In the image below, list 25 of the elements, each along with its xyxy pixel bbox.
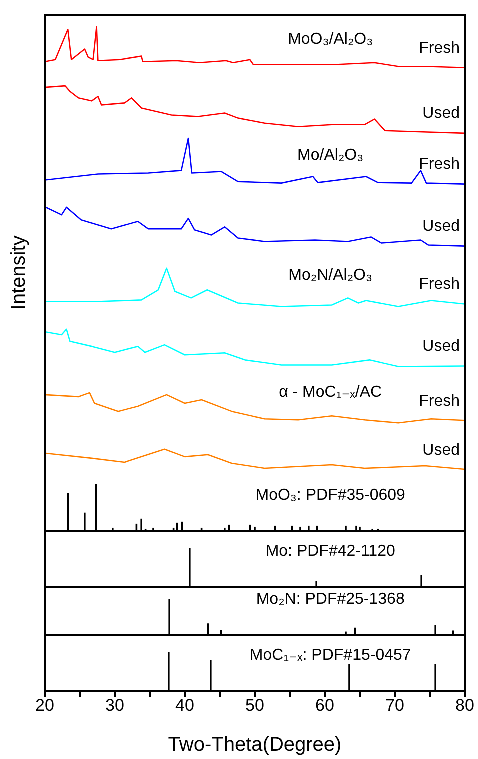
x-tick-label: 70 (386, 696, 404, 716)
annotation: α - MoC₁₋ₓ/AC (279, 382, 382, 403)
series-label: MoC₁₋ₓ: PDF#15-0457 (250, 646, 412, 666)
series-label: Fresh (419, 38, 460, 59)
annotation: MoO₃/Al₂O₃ (288, 30, 374, 50)
series-label: MoO₃: PDF#35-0609 (256, 486, 406, 506)
series-label: Used (422, 337, 460, 358)
series-label: Fresh (419, 275, 460, 296)
series-label: Used (422, 440, 460, 461)
series-label: Used (422, 217, 460, 238)
y-axis-title: Intensity (8, 236, 30, 310)
x-tick-label: 40 (176, 696, 194, 716)
series-label: Mo: PDF#42-1120 (266, 542, 396, 562)
x-tick-label: 50 (246, 696, 264, 716)
annotation: Mo/Al₂O₃ (298, 146, 364, 166)
x-tick-label: 60 (316, 696, 334, 716)
x-tick-label: 30 (106, 696, 124, 716)
series-label: Fresh (419, 392, 460, 412)
text: Mo₂N: PDF#25-1368 (256, 590, 405, 610)
series-label: Fresh (419, 155, 460, 176)
x-tick-label: 80 (456, 696, 474, 716)
annotation: Mo₂N/Al₂O₃ (288, 266, 373, 286)
x-axis-title: Two-Theta(Degree) (168, 734, 342, 756)
series-label: Used (422, 104, 460, 124)
x-tick-label: 20 (36, 696, 54, 716)
